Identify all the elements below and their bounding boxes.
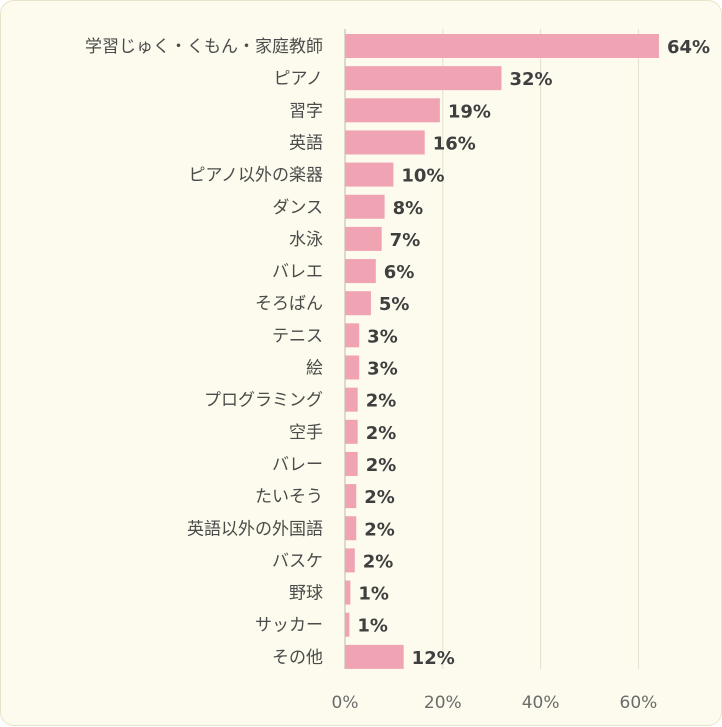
value-label: 64% [667, 37, 710, 58]
category-label: 野球 [289, 584, 323, 604]
value-label: 3% [367, 359, 398, 380]
bar [345, 355, 360, 380]
value-label: 2% [366, 391, 397, 412]
category-label: そろばん [255, 294, 323, 314]
value-label: 12% [412, 648, 455, 669]
bar [345, 548, 355, 573]
category-label: サッカー [255, 616, 323, 636]
category-label: 水泳 [289, 230, 323, 250]
category-label: バスケ [272, 551, 323, 571]
bar [345, 323, 360, 348]
x-axis-ticks: 0% 20% 40% 60% [332, 693, 658, 713]
category-label: 絵 [306, 359, 323, 379]
value-label: 8% [393, 198, 424, 219]
x-tick-label: 60% [620, 693, 658, 713]
bar [345, 580, 351, 605]
value-label: 6% [384, 262, 415, 283]
x-tick-label: 40% [522, 693, 560, 713]
category-label: プログラミング [204, 391, 323, 411]
bar [345, 644, 404, 669]
value-label: 3% [367, 326, 398, 347]
bar [345, 612, 350, 637]
value-label: 2% [363, 551, 394, 572]
category-label: 学習じゅく・くもん・家庭教師 [85, 37, 323, 57]
category-label: バレエ [272, 262, 323, 282]
category-label: 空手 [289, 423, 323, 443]
category-label: 英語 [289, 133, 323, 153]
category-label: ピアノ以外の楽器 [189, 166, 323, 186]
value-labels: 64% 32% 19% 16% 10% 8% 7% 6% 5% 3% 3% 2% 2% 2% 2% 2% 2% 1… [357, 37, 710, 669]
value-label: 5% [379, 294, 410, 315]
value-label: 1% [358, 584, 389, 605]
value-label: 19% [448, 101, 491, 122]
bar [345, 130, 425, 155]
value-label: 2% [364, 519, 395, 540]
category-label: 英語以外の外国語 [187, 519, 323, 539]
value-label: 32% [509, 69, 552, 90]
bar [345, 226, 382, 251]
x-tick-label: 20% [424, 693, 462, 713]
category-label: バレー [272, 455, 323, 475]
category-label: ダンス [272, 198, 323, 218]
category-label: テニス [272, 326, 323, 346]
bar [345, 516, 357, 541]
bar [345, 259, 376, 284]
bar [345, 484, 357, 509]
value-label: 2% [366, 455, 397, 476]
bar [345, 34, 659, 58]
bar [345, 162, 394, 187]
bar [345, 291, 371, 316]
bar [345, 66, 502, 91]
value-label: 2% [366, 423, 397, 444]
category-label: 習字 [289, 101, 323, 121]
category-label: たいそう [255, 487, 323, 507]
category-labels: 学習じゅく・くもん・家庭教師ピアノ習字英語ピアノ以外の楽器ダンス水泳バレエそろば… [85, 37, 323, 668]
bar [345, 387, 358, 412]
category-label: その他 [272, 648, 323, 668]
value-label: 16% [433, 133, 476, 154]
bar [345, 419, 358, 444]
bars [345, 34, 659, 669]
value-label: 1% [357, 616, 388, 637]
value-label: 2% [364, 487, 395, 508]
bar [345, 194, 385, 219]
value-label: 7% [390, 230, 421, 251]
bar [345, 451, 358, 476]
value-label: 10% [401, 166, 444, 187]
x-tick-label: 0% [332, 693, 359, 713]
gridlines [344, 29, 639, 669]
category-label: ピアノ [274, 69, 323, 89]
bar [345, 98, 440, 123]
